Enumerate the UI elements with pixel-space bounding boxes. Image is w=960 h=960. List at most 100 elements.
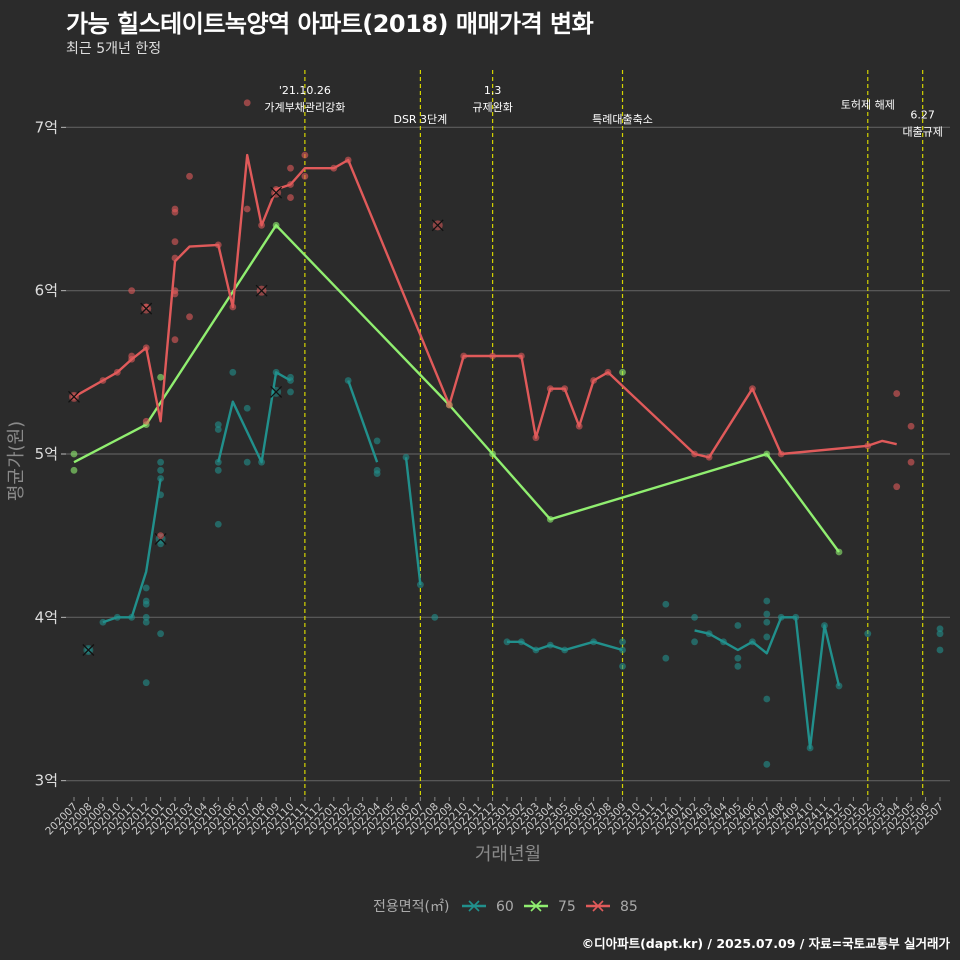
data-point-85 <box>287 181 294 188</box>
data-point-60 <box>431 613 439 621</box>
data-point-60 <box>243 458 251 466</box>
legend: 전용면적(㎡) 60 75 85 <box>373 899 638 915</box>
data-point-60 <box>864 630 872 638</box>
data-point-85 <box>171 208 179 216</box>
legend-key-cross-85 <box>592 900 604 912</box>
legend-title: 전용면적(㎡) <box>373 899 449 915</box>
data-point-85 <box>214 241 222 249</box>
data-point-60 <box>806 744 814 752</box>
data-point-60 <box>142 584 150 592</box>
data-point-85 <box>546 385 554 393</box>
data-point-85 <box>229 303 237 311</box>
data-point-60 <box>792 613 800 621</box>
source-caption: ©디아파트(dapt.kr) / 2025.07.09 / 자료=국토교통부 실… <box>581 936 950 951</box>
cross-marker-85 <box>431 219 444 232</box>
data-point-60 <box>503 638 511 646</box>
data-point-85 <box>893 390 901 397</box>
data-point-85 <box>258 221 265 229</box>
data-point-85 <box>561 385 569 393</box>
event-label: 6.27 <box>910 109 935 122</box>
data-point-85 <box>128 287 136 295</box>
data-point-85 <box>893 483 901 491</box>
data-point-60 <box>99 618 107 626</box>
data-point-60 <box>157 475 165 482</box>
series-line-60 <box>694 616 841 750</box>
data-point-60 <box>705 630 713 638</box>
y-tick-label: 4억 <box>35 608 58 626</box>
axis-layer: 3억4억5억6억7억202007202008202009202010202011… <box>35 118 946 837</box>
y-tick-label: 5억 <box>35 445 58 463</box>
data-point-85 <box>590 377 597 384</box>
event-label: 가계부채관리강화 <box>264 101 345 114</box>
data-point-60 <box>142 618 150 626</box>
data-point-75 <box>763 450 771 458</box>
data-point-60 <box>157 630 165 638</box>
data-point-85 <box>460 352 468 360</box>
data-point-60 <box>113 613 121 621</box>
event-label: 특례대출축소 <box>592 113 653 126</box>
data-point-85 <box>171 336 179 344</box>
data-point-85 <box>864 442 872 450</box>
data-point-75 <box>70 466 78 474</box>
event-label: 대출규제 <box>902 126 942 139</box>
data-point-60 <box>229 368 237 376</box>
legend-label-60: 60 <box>496 899 514 915</box>
data-point-60 <box>936 625 944 633</box>
data-point-60 <box>214 421 222 428</box>
data-point-85 <box>171 238 179 246</box>
data-point-85 <box>517 352 525 360</box>
chart-title: 가능 힐스테이트녹양역 아파트(2018) 매매가격 변화 <box>66 10 594 38</box>
data-point-60 <box>373 470 381 477</box>
data-point-75 <box>619 368 626 376</box>
data-point-60 <box>214 426 222 433</box>
cross-marker-60 <box>82 644 95 656</box>
data-point-60 <box>243 404 251 412</box>
data-point-60 <box>763 760 771 768</box>
data-point-75 <box>272 221 280 229</box>
cross-marker-85 <box>270 186 283 199</box>
data-point-60 <box>157 458 165 466</box>
data-point-60 <box>417 581 424 589</box>
data-point-85 <box>142 344 150 352</box>
series-line-60 <box>404 457 422 585</box>
data-point-85 <box>344 156 352 164</box>
data-point-85 <box>489 352 497 360</box>
data-point-60 <box>777 613 785 621</box>
data-point-60 <box>691 638 698 646</box>
data-point-60 <box>214 520 222 528</box>
data-point-85 <box>777 450 785 458</box>
data-point-60 <box>835 682 843 690</box>
series-lines <box>73 153 897 750</box>
series-line-75 <box>73 224 840 553</box>
data-point-85 <box>907 458 915 466</box>
data-point-85 <box>287 164 294 172</box>
data-point-60 <box>590 638 597 646</box>
data-point-85 <box>532 434 540 442</box>
x-axis-title: 거래년월 <box>475 844 541 865</box>
grid-layer <box>66 126 950 782</box>
data-point-60 <box>619 638 626 646</box>
data-point-60 <box>720 638 727 646</box>
data-point-60 <box>157 491 165 499</box>
data-point-75 <box>70 450 78 458</box>
data-point-60 <box>517 638 525 646</box>
series-points <box>68 99 944 768</box>
data-point-60 <box>402 453 410 461</box>
data-point-60 <box>128 613 136 621</box>
data-point-60 <box>691 613 698 621</box>
data-point-85 <box>705 453 713 461</box>
event-label: '21.10.26 <box>279 84 331 97</box>
data-point-60 <box>619 646 626 654</box>
data-point-85 <box>128 355 136 363</box>
data-point-85 <box>575 422 583 430</box>
data-point-85 <box>445 401 453 409</box>
data-point-75 <box>835 548 843 556</box>
series-line-60 <box>347 380 379 463</box>
data-point-60 <box>734 622 742 629</box>
data-point-60 <box>734 654 742 662</box>
data-point-60 <box>936 646 944 654</box>
data-point-60 <box>561 646 569 654</box>
data-point-85 <box>99 377 107 384</box>
data-point-60 <box>619 662 626 670</box>
